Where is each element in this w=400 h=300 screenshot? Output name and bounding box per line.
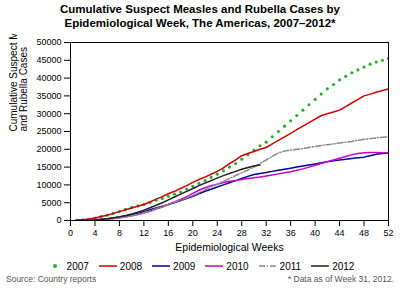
svg-text:0: 0 [56,215,61,225]
svg-text:44: 44 [335,227,345,237]
svg-text:35000: 35000 [36,90,61,100]
svg-text:40: 40 [310,227,320,237]
svg-text:30000: 30000 [36,108,61,118]
svg-text:4: 4 [92,227,97,237]
svg-text:20000: 20000 [36,144,61,154]
svg-text:48: 48 [359,227,369,237]
html-text:2012: 2012 [332,260,355,272]
svg-text:8: 8 [117,227,122,237]
svg-text:24: 24 [212,227,222,237]
svg-text:10000: 10000 [36,179,61,189]
svg-text:36: 36 [286,227,296,237]
svg-text:40000: 40000 [36,73,61,83]
svg-text:5000: 5000 [41,197,61,207]
html-text:2007: 2007 [66,260,89,272]
svg-text:12: 12 [139,227,149,237]
html-text:Source: Country reports: Source: Country reports [6,273,97,284]
svg-text:0: 0 [68,227,73,237]
svg-text:50000: 50000 [36,37,61,47]
html-text:* Data as of Week 31, 2012.: * Data as of Week 31, 2012. [287,273,394,284]
svg-text:16: 16 [163,227,173,237]
svg-text:45000: 45000 [36,55,61,65]
html-text:2008: 2008 [119,260,143,272]
svg-text:15000: 15000 [36,162,61,172]
html-text:2010: 2010 [226,260,249,272]
svg-text:28: 28 [237,227,247,237]
svg-text:Cumulative Suspect Measlesand: Cumulative Suspect Measlesand Rubella Ca… [8,34,29,132]
svg-text:52: 52 [383,227,393,237]
svg-text:32: 32 [261,227,271,237]
html-text:Cumulative Suspect Measles and: Cumulative Suspect Measles and Rubella C… [60,3,340,29]
html-text:2011: 2011 [279,260,302,272]
svg-text:20: 20 [188,227,198,237]
html-text:2009: 2009 [173,260,196,272]
svg-text:Epidemiological Weeks: Epidemiological Weeks [175,240,283,252]
svg-text:25000: 25000 [36,126,61,136]
